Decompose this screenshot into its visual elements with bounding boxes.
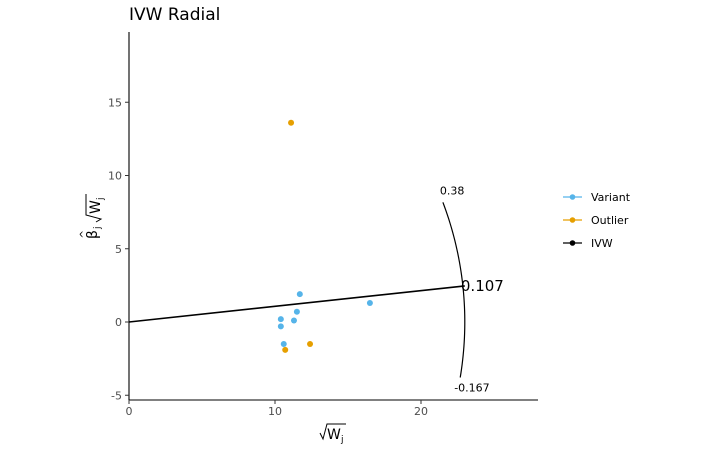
legend: Variant Outlier IVW <box>563 191 631 250</box>
y-tick-label: -5 <box>111 389 122 402</box>
legend-label-outlier: Outlier <box>591 214 629 227</box>
outlier-point <box>282 346 289 353</box>
svg-text:j: j <box>93 226 103 230</box>
variant-point <box>296 291 303 298</box>
variant-point <box>366 299 373 306</box>
line-layer: 0.38 -0.167 0.107 <box>128 184 504 395</box>
x-tick-label: 20 <box>414 405 428 418</box>
outlier-point <box>307 340 314 347</box>
outlier-point <box>288 119 295 126</box>
legend-key-point <box>569 240 576 246</box>
legend-label-variant: Variant <box>591 191 631 204</box>
svg-text:β: β <box>85 230 101 239</box>
x-tick-label: 10 <box>268 405 282 418</box>
ci-upper-label: 0.38 <box>440 184 465 197</box>
variant-point <box>277 316 284 323</box>
y-axis-label: β ^ j W j <box>79 194 106 239</box>
estimate-label: 0.107 <box>461 277 504 295</box>
y-tick-label: 15 <box>108 96 122 109</box>
legend-label-ivw: IVW <box>591 237 613 250</box>
x-axis-label: W j <box>319 423 346 445</box>
x-tick-label: 0 <box>126 405 133 418</box>
ivw-line <box>128 285 465 323</box>
svg-text:^: ^ <box>79 230 90 238</box>
ticks-layer: 0 10 20 -5 0 5 10 15 <box>108 96 428 418</box>
legend-key-point <box>569 194 576 200</box>
svg-text:W: W <box>88 200 104 214</box>
points-layer <box>277 119 373 353</box>
variant-point <box>280 340 287 347</box>
variant-point <box>277 323 284 330</box>
y-tick-label: 10 <box>108 170 122 183</box>
svg-text:j: j <box>340 435 344 445</box>
svg-text:j: j <box>96 197 106 201</box>
variant-point <box>293 308 300 315</box>
chart-title: IVW Radial <box>129 5 220 25</box>
legend-key-point <box>569 217 576 223</box>
svg-text:W: W <box>327 427 341 443</box>
y-tick-label: 0 <box>115 316 122 329</box>
ci-lower-label: -0.167 <box>454 382 489 395</box>
variant-point <box>290 317 297 324</box>
y-tick-label: 5 <box>115 243 122 256</box>
ci-arc <box>442 202 466 378</box>
